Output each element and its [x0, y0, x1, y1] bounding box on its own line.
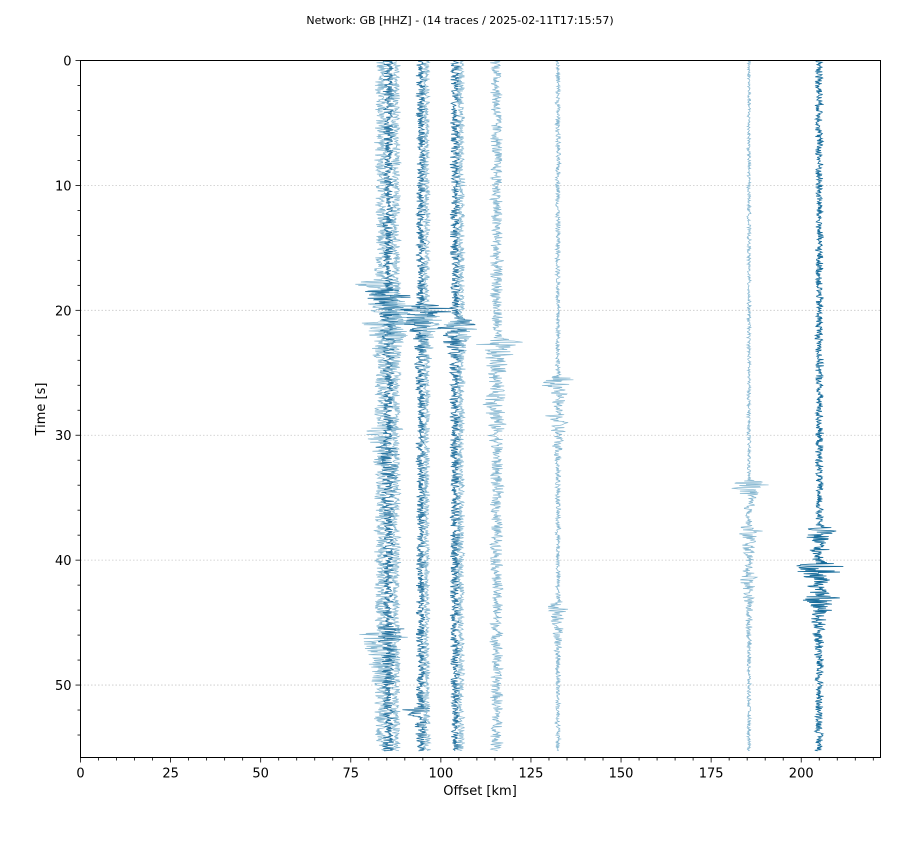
seismic-trace-7	[476, 60, 523, 752]
chart-title: Network: GB [HHZ] - (14 traces / 2025-02…	[306, 14, 613, 27]
x-tick-label: 25	[162, 767, 179, 782]
x-tick-label: 200	[789, 767, 814, 782]
y-tick-label: 10	[55, 179, 72, 194]
y-axis: 0 10 20 30 40 50	[55, 55, 81, 736]
y-tick-label: 0	[63, 55, 71, 70]
seismic-trace-9	[731, 60, 769, 752]
seismic-trace-4	[407, 60, 442, 752]
seismic-trace-6	[443, 60, 477, 752]
y-tick-label: 50	[55, 679, 72, 694]
y-tick-label: 20	[55, 304, 72, 319]
x-axis: 0 25 50 75 100 125 150 175 200	[76, 757, 874, 782]
y-tick-label: 40	[55, 554, 72, 569]
x-tick-label: 175	[699, 767, 724, 782]
x-tick-label: 150	[609, 767, 634, 782]
x-axis-label: Offset [km]	[443, 784, 517, 799]
trace-group	[355, 60, 844, 752]
seismic-trace-2	[382, 60, 421, 752]
y-tick-label: 30	[55, 429, 72, 444]
x-tick-label: 125	[519, 767, 544, 782]
seismic-trace-8	[541, 60, 574, 752]
x-tick-label: 100	[428, 767, 453, 782]
seismic-trace-10	[796, 61, 844, 752]
seismic-trace-5	[436, 60, 476, 752]
plot-frame	[80, 60, 881, 758]
y-axis-label: Time [s]	[34, 383, 49, 437]
x-tick-label: 75	[342, 767, 359, 782]
x-tick-label: 50	[252, 767, 269, 782]
grid-lines	[80, 185, 881, 686]
x-tick-label: 0	[76, 767, 84, 782]
